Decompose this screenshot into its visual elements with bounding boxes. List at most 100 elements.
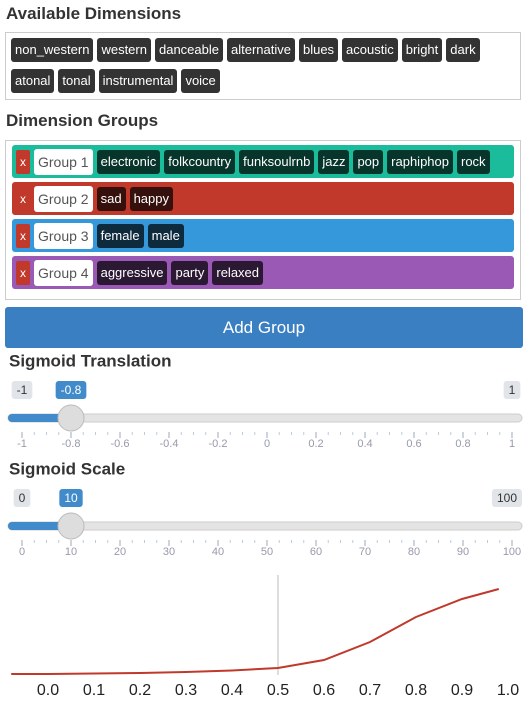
slider-min-label-bg bbox=[11, 381, 33, 399]
slider-tick-label: 0.4 bbox=[357, 438, 372, 450]
add-group-button[interactable]: Add Group bbox=[5, 307, 523, 348]
tag[interactable]: jazz bbox=[318, 149, 350, 174]
slider-tick-label: 50 bbox=[261, 546, 273, 558]
group-name-input[interactable]: Group 1 bbox=[34, 148, 93, 175]
tag[interactable]: pop bbox=[353, 149, 384, 174]
slider-track bbox=[7, 521, 523, 531]
tag[interactable]: happy bbox=[129, 186, 173, 211]
remove-button[interactable]: x bbox=[16, 149, 30, 174]
tag[interactable]: tonal bbox=[58, 69, 95, 93]
slider-tick-label: -0.8 bbox=[62, 438, 81, 450]
slider-tick-label: 1 bbox=[509, 438, 515, 450]
slider-tick-label: 0.8 bbox=[455, 438, 470, 450]
slider-tick-label: -1 bbox=[17, 438, 27, 450]
group-row: x Group 2 sad happy bbox=[12, 182, 514, 215]
available-box: non_western western danceable alternative bl… bbox=[5, 32, 521, 100]
tag[interactable]: male bbox=[147, 223, 184, 248]
slider-tick-label: 20 bbox=[114, 546, 126, 558]
slider-tick-label: 0.6 bbox=[406, 438, 421, 450]
x-tick-label: 0.4 bbox=[221, 682, 243, 699]
tag[interactable]: western bbox=[97, 38, 151, 62]
slider-tick-label: -0.2 bbox=[209, 438, 228, 450]
x-tick-label: 0.1 bbox=[83, 682, 105, 699]
slider-tick-label: 60 bbox=[310, 546, 322, 558]
tag[interactable]: electronic bbox=[96, 149, 161, 174]
slider-value-label-bg bbox=[55, 381, 87, 399]
tag[interactable]: acoustic bbox=[342, 38, 398, 62]
slider-min-label: 0 bbox=[19, 491, 26, 505]
x-tick-label: 0.5 bbox=[267, 682, 289, 699]
tag-list: non_western western danceable alternative bl… bbox=[6, 33, 520, 98]
slider-handle[interactable] bbox=[57, 512, 85, 540]
tag[interactable]: female bbox=[96, 223, 144, 248]
tag[interactable]: blues bbox=[298, 38, 339, 62]
x-tick-label: 0.6 bbox=[313, 682, 335, 699]
slider-max-label: 100 bbox=[497, 491, 517, 505]
slider-track bbox=[7, 413, 523, 423]
slider-tick-label: 0 bbox=[19, 546, 25, 558]
group-name-input[interactable]: Group 3 bbox=[34, 222, 93, 249]
x-tick-label: 0.0 bbox=[37, 682, 59, 699]
slider-tick-label: 80 bbox=[408, 546, 420, 558]
tag[interactable]: dark bbox=[446, 38, 480, 62]
slider-tick-label: 0 bbox=[264, 438, 270, 450]
slider-min-label-bg bbox=[13, 489, 31, 507]
slider-max-label: 1 bbox=[509, 383, 516, 397]
slider-tick-label: 70 bbox=[359, 546, 371, 558]
section-title: Dimension Groups bbox=[6, 111, 159, 130]
slider-tick-label: 10 bbox=[65, 546, 77, 558]
tag[interactable]: non_western bbox=[11, 38, 94, 62]
slider-tick-label: -0.4 bbox=[160, 438, 179, 450]
slider-tick-label: 30 bbox=[163, 546, 175, 558]
group-row: x Group 3 female male bbox=[12, 219, 514, 252]
slider-tick-label: 40 bbox=[212, 546, 224, 558]
group-name-input[interactable]: Group 2 bbox=[34, 185, 93, 212]
groups-box: x Group 1 electronic folkcountry funksoulrnb… bbox=[5, 140, 521, 300]
slider-tick-label: -0.6 bbox=[111, 438, 130, 450]
x-tick-label: 0.9 bbox=[451, 682, 473, 699]
x-tick-label: 1.0 bbox=[497, 682, 519, 699]
section-title: Available Dimensions bbox=[6, 4, 182, 23]
slider-tick-label: 0.2 bbox=[308, 438, 323, 450]
group-row: x Group 4 aggressive party relaxed bbox=[12, 256, 514, 289]
tag[interactable]: aggressive bbox=[96, 260, 168, 285]
slider-title: Sigmoid Scale bbox=[9, 459, 125, 478]
slider-value-label: -0.8 bbox=[61, 383, 82, 397]
slider-value-label-bg bbox=[59, 489, 83, 507]
tag[interactable]: danceable bbox=[154, 38, 223, 62]
slider-handle[interactable] bbox=[57, 404, 85, 432]
tag[interactable]: alternative bbox=[226, 38, 295, 62]
controls-and-chart: Sigmoid Translation -1 1 -0.8 -1 -0.8 -0.6 -0.4… bbox=[7, 351, 523, 699]
group-row: x Group 1 electronic folkcountry funksoulrnb… bbox=[12, 145, 514, 178]
tag[interactable]: voice bbox=[181, 69, 220, 93]
x-tick-label: 0.2 bbox=[129, 682, 151, 699]
slider-max-label-bg bbox=[503, 381, 521, 399]
tag[interactable]: funksoulrnb bbox=[239, 149, 315, 174]
group-name-input[interactable]: Group 4 bbox=[34, 259, 93, 286]
tag[interactable]: sad bbox=[96, 186, 126, 211]
tag[interactable]: bright bbox=[401, 38, 443, 62]
slider-tick-label: 90 bbox=[457, 546, 469, 558]
remove-button[interactable]: x bbox=[16, 260, 30, 285]
slider-value-label: 10 bbox=[64, 491, 78, 505]
slider-fill bbox=[8, 414, 71, 422]
x-tick-label: 0.7 bbox=[359, 682, 381, 699]
slider-min-label: -1 bbox=[17, 383, 28, 397]
tag[interactable]: relaxed bbox=[212, 260, 264, 285]
remove-button[interactable]: x bbox=[16, 186, 30, 211]
slider-tick-label: 100 bbox=[503, 546, 521, 558]
x-tick-label: 0.3 bbox=[175, 682, 197, 699]
tag[interactable]: folkcountry bbox=[164, 149, 236, 174]
sigmoid-line bbox=[11, 588, 500, 675]
tag[interactable]: atonal bbox=[11, 69, 55, 93]
tag[interactable]: raphiphop bbox=[387, 149, 453, 174]
tag[interactable]: instrumental bbox=[98, 69, 178, 93]
slider-fill bbox=[8, 522, 71, 530]
slider-title: Sigmoid Translation bbox=[9, 351, 171, 370]
slider-max-label-bg bbox=[491, 489, 522, 507]
tag[interactable]: rock bbox=[456, 149, 490, 174]
x-tick-label: 0.8 bbox=[405, 682, 427, 699]
tag[interactable]: party bbox=[171, 260, 209, 285]
remove-button[interactable]: x bbox=[16, 223, 30, 248]
